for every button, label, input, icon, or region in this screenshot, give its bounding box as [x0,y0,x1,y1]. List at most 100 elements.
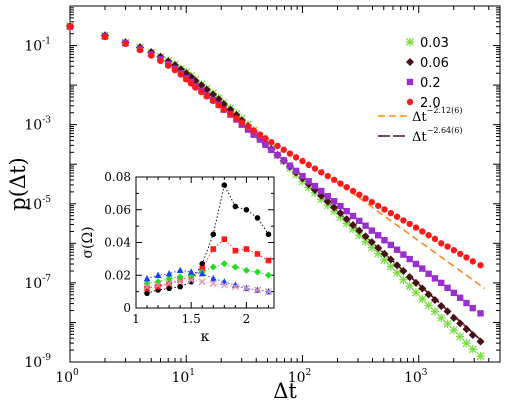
inset-data-point [254,215,261,221]
inset-data-point [220,260,228,268]
data-point [233,115,240,122]
marker-stroke [231,283,239,291]
legend-fit-label: Δt−2.12(6) [412,106,462,125]
legend-marker [406,78,414,86]
data-point [393,213,401,220]
legend-label: 0.2 [420,76,441,91]
data-point [343,184,350,191]
data-point [443,307,452,316]
x-tick-label-exponent: 3 [422,368,428,378]
data-point [462,325,471,334]
data-point [203,93,210,100]
data-point [198,88,205,96]
x-tick-label-exponent: 1 [189,368,195,378]
data-point [136,46,144,54]
y-tick-label-base: 10 [24,197,42,213]
data-point [477,310,484,317]
data-point [324,172,331,180]
data-point [469,304,476,312]
data-point [405,273,414,282]
data-point [192,84,199,91]
data-point [462,338,471,348]
data-point [262,135,269,142]
x-tick-label-base: 10 [171,370,189,386]
data-point [430,307,440,316]
inset-data-point [176,278,184,286]
data-point [318,187,325,195]
marker-stroke [176,278,184,286]
y-tick-label-base: 10 [24,276,42,292]
data-point [424,301,433,310]
data-point [292,167,300,175]
data-point [299,172,306,180]
data-point [411,288,421,297]
data-point [274,142,281,150]
series-3 [66,23,484,269]
y-tick-label-exponent: -1 [42,37,51,47]
data-point [256,136,264,143]
inset-series-line [146,238,269,289]
data-point [419,265,426,272]
data-point [463,254,470,261]
data-point [122,40,129,48]
inset-data-point [220,281,228,289]
data-point [455,332,465,341]
marker-stroke [220,281,228,289]
data-point [268,139,275,146]
legend-fit-label-base: Δt [412,110,427,125]
inset-data-point [232,247,239,254]
data-point [324,193,331,200]
main-plot: 100 101 102 10310-110-310-510-710-9Δtp(Δt)0… [6,5,501,403]
inset-data-point [253,268,261,276]
y-tick-label-exponent: -5 [42,195,51,205]
inset-data-point [264,271,272,279]
data-point [171,66,179,74]
data-point [336,209,345,218]
data-point [214,95,223,104]
marker-stroke [242,284,250,292]
data-point [468,331,477,340]
data-point [393,246,401,253]
data-point [311,165,319,172]
data-point [305,161,312,169]
data-point [343,207,350,215]
inset-data-point [243,246,250,252]
x-tick-label-exponent: 2 [306,368,312,378]
data-point [400,217,407,224]
inset-series-0 [144,182,272,297]
data-point [418,284,427,293]
data-point [425,270,432,277]
data-point [387,209,395,217]
data-point [238,119,245,126]
data-point [299,157,306,165]
x-tick-label-base: 10 [288,370,306,386]
x-tick-label: 101 [171,368,195,386]
data-point [101,33,109,41]
inset-data-point [242,266,250,274]
data-point [209,90,218,99]
data-point [292,154,300,161]
x-tick-label: 103 [404,368,428,386]
inset-y-tick-label: 0.04 [104,236,131,250]
data-point [209,97,217,105]
inset-data-point [165,279,173,287]
inset-data-point [187,268,195,275]
data-point [375,232,382,239]
data-point [280,146,287,153]
data-point [323,197,332,206]
data-point [386,255,395,264]
inset-data-point [154,281,162,289]
data-point [362,222,369,229]
inset-data-point [154,271,162,279]
inset-data-point [242,284,250,292]
marker-stroke [209,279,217,287]
data-point [456,250,464,258]
data-point [337,180,344,187]
data-point [399,275,408,284]
marker-stroke [187,276,195,284]
data-point [476,351,485,361]
legend-label: 0.03 [420,36,449,51]
data-point [400,251,407,258]
data-point [342,215,351,224]
data-point [375,202,382,209]
